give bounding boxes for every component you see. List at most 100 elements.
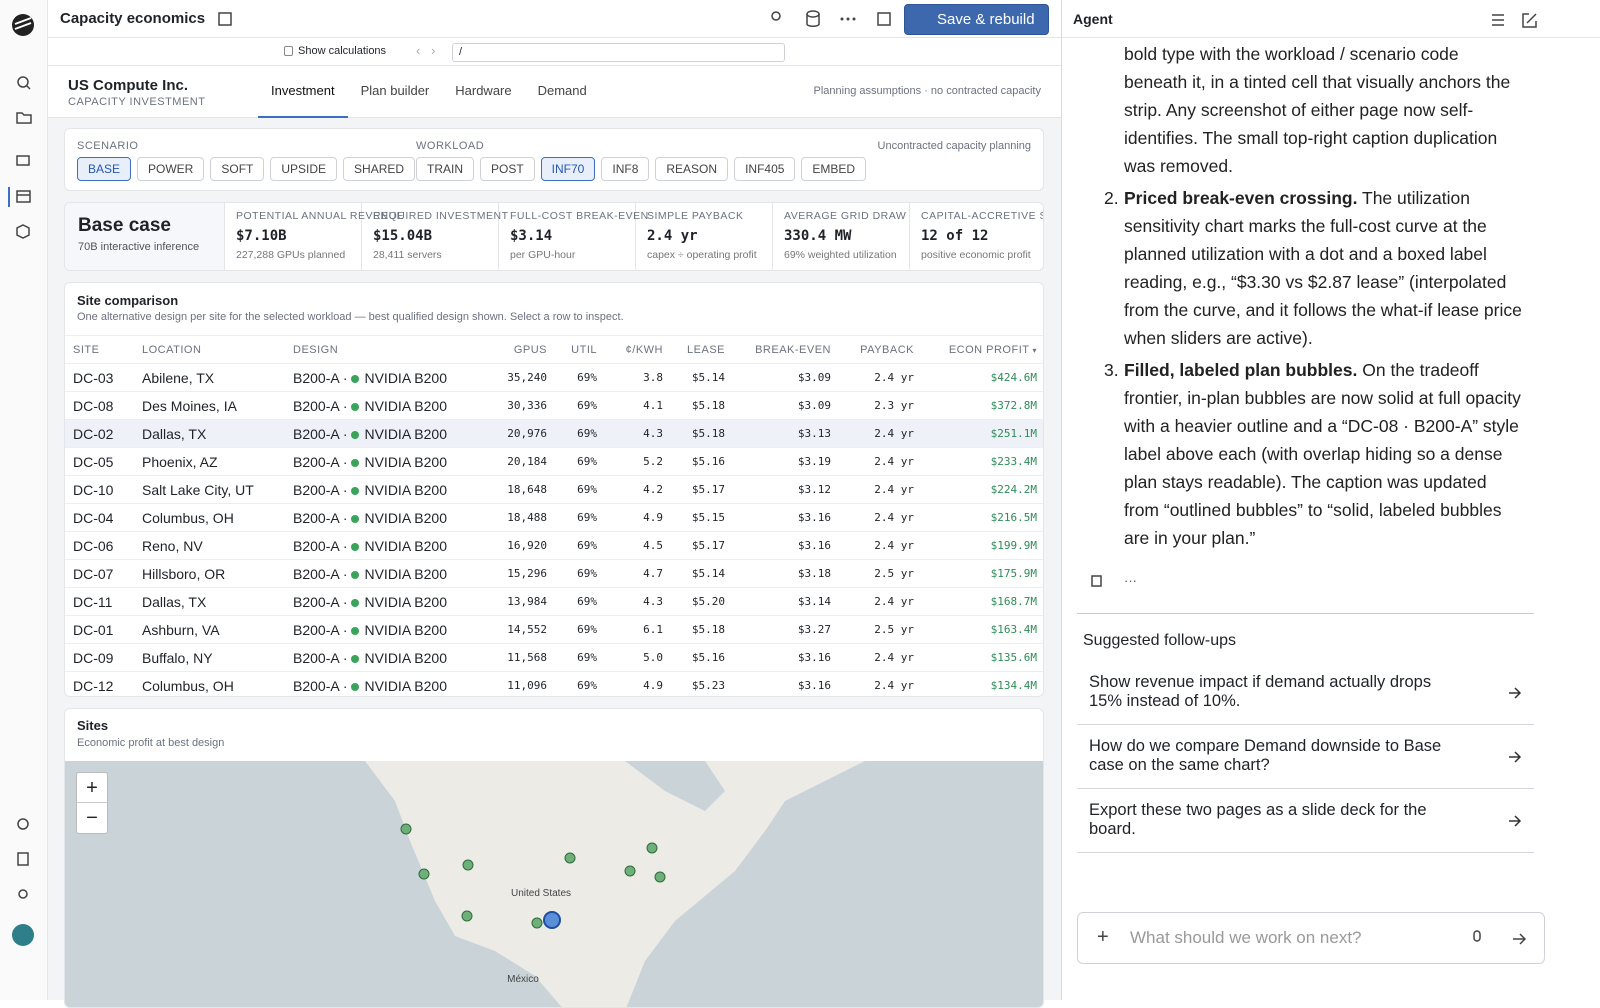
save-rebuild-button[interactable]: Save & rebuild <box>904 4 1049 35</box>
scenario-label: SCENARIO <box>77 140 139 152</box>
search-icon[interactable] <box>17 76 29 88</box>
sort-caret[interactable]: ▾ <box>1032 345 1037 355</box>
cell: 2.4 yr <box>839 531 922 560</box>
tab[interactable]: Plan builder <box>360 83 430 98</box>
cell: 2.4 yr <box>839 587 922 616</box>
followup[interactable]: Export these two pages as a slide deck f… <box>1077 789 1534 853</box>
gpu-model: NVIDIA B200 <box>364 565 447 582</box>
location: Phoenix, AZ <box>134 447 285 476</box>
column-header: SITE <box>65 335 134 364</box>
kpi-value: $3.14 <box>510 228 553 244</box>
item-number: 2. <box>1104 188 1119 208</box>
cell: 11,568 <box>498 643 555 672</box>
map[interactable]: United States México <box>65 761 1044 1008</box>
design-code: B200-A · <box>293 369 348 386</box>
site-bubble[interactable] <box>462 859 474 871</box>
site: DC-12 <box>65 671 134 696</box>
theme-icon[interactable] <box>18 889 28 899</box>
zoom-in[interactable]: + <box>77 773 107 803</box>
map-subtitle: Economic profit at best design <box>77 737 225 749</box>
scenario-option[interactable]: POWER <box>137 157 205 181</box>
folder-icon[interactable] <box>16 112 32 124</box>
box-icon[interactable] <box>16 224 30 239</box>
cell: 3.8 <box>605 363 671 392</box>
site-bubble[interactable] <box>531 917 543 929</box>
site-row[interactable]: DC-04 Columbus, OH B200-A · NVIDIA B200 18,4… <box>65 503 1043 532</box>
cell: 6.1 <box>605 615 671 644</box>
scenario-option[interactable]: BASE <box>77 157 132 181</box>
workload-option[interactable]: INF8 <box>601 157 650 181</box>
design-code: B200-A · <box>293 509 348 526</box>
kpi: REQUIRED INVESTMENT $15.04B 28,411 servers <box>362 203 508 270</box>
site-bubble[interactable] <box>400 823 412 835</box>
site-row[interactable]: DC-08 Des Moines, IA B200-A · NVIDIA B200 30… <box>65 391 1043 420</box>
gpu-model: NVIDIA B200 <box>364 593 447 610</box>
site-row[interactable]: DC-11 Dallas, TX B200-A · NVIDIA B200 13,984… <box>65 587 1043 616</box>
site-row[interactable]: DC-03 Abilene, TX B200-A · NVIDIA B200 35,24… <box>65 363 1043 392</box>
followup[interactable]: Show revenue impact if demand actually d… <box>1077 661 1534 725</box>
site-bubble[interactable] <box>418 868 430 880</box>
location: Columbus, OH <box>134 503 285 532</box>
tab[interactable]: Hardware <box>455 83 512 98</box>
divider[interactable] <box>1061 0 1062 1000</box>
settings-icon[interactable] <box>17 818 29 830</box>
monitor-icon[interactable] <box>16 155 30 166</box>
site-bubble[interactable] <box>624 865 636 877</box>
workload-option[interactable]: REASON <box>655 157 729 181</box>
site-bubble[interactable] <box>564 852 576 864</box>
cell: 35,240 <box>498 363 555 392</box>
calc-icon[interactable] <box>17 852 29 866</box>
workload-option[interactable]: EMBED <box>801 157 867 181</box>
checkbox[interactable] <box>284 46 293 56</box>
more-icon[interactable] <box>840 17 856 21</box>
people-icon[interactable] <box>771 11 781 21</box>
workload-option[interactable]: POST <box>480 157 535 181</box>
chat-input[interactable]: + What should we work on next? <box>1077 912 1545 964</box>
site-row[interactable]: DC-05 Phoenix, AZ B200-A · NVIDIA B200 20,18… <box>65 447 1043 476</box>
site-row[interactable]: DC-12 Columbus, OH B200-A · NVIDIA B200 11,0… <box>65 671 1043 696</box>
site-row[interactable]: DC-09 Buffalo, NY B200-A · NVIDIA B200 11,56… <box>65 643 1043 672</box>
scenario-option[interactable]: SOFT <box>210 157 265 181</box>
scenario-option[interactable]: UPSIDE <box>270 157 338 181</box>
site-bubble[interactable] <box>654 871 666 883</box>
add-icon[interactable]: + <box>1097 926 1109 948</box>
cell: $3.09 <box>733 363 839 392</box>
location: Salt Lake City, UT <box>134 475 285 504</box>
tab[interactable]: Demand <box>537 83 587 98</box>
column-header: UTIL <box>555 335 605 364</box>
tab[interactable]: Investment <box>258 66 348 118</box>
cell: 69% <box>555 475 605 504</box>
site-row[interactable]: DC-07 Hillsboro, OR B200-A · NVIDIA B200 15,… <box>65 559 1043 588</box>
site-row[interactable]: DC-01 Ashburn, VA B200-A · NVIDIA B200 14,55… <box>65 615 1043 644</box>
mic-icon[interactable] <box>1473 930 1481 942</box>
new-chat-icon[interactable] <box>1522 13 1537 28</box>
panel-toggle[interactable] <box>218 12 232 26</box>
cell: 4.7 <box>605 559 671 588</box>
site-row[interactable]: DC-02 Dallas, TX B200-A · NVIDIA B200 20,976… <box>65 419 1043 448</box>
workload-label: WORKLOAD <box>416 140 485 152</box>
table-icon[interactable] <box>16 190 31 203</box>
path-input[interactable]: / <box>452 43 785 62</box>
site-bubble[interactable] <box>646 842 658 854</box>
site-bubble[interactable] <box>461 910 473 922</box>
send-icon[interactable] <box>1513 933 1527 945</box>
zoom-out[interactable]: − <box>86 807 98 829</box>
split-icon[interactable] <box>877 12 891 26</box>
site-row[interactable]: DC-06 Reno, NV B200-A · NVIDIA B200 16,920 69… <box>65 531 1043 560</box>
scenario-option[interactable]: SHARED <box>343 157 416 181</box>
copy-icon[interactable] <box>1091 575 1102 587</box>
workload-option[interactable]: TRAIN <box>416 157 474 181</box>
menu-icon[interactable] <box>1492 14 1504 26</box>
agent-title: Agent <box>1073 11 1113 27</box>
selected-bubble[interactable] <box>543 911 561 929</box>
workload-option[interactable]: INF405 <box>734 157 796 181</box>
kpi-value: 12 of 12 <box>921 228 989 244</box>
more-actions[interactable]: ··· <box>1124 573 1137 588</box>
nav-arrows[interactable]: ‹ › <box>416 43 436 58</box>
db-icon[interactable] <box>806 10 820 18</box>
followup[interactable]: How do we compare Demand downside to Bas… <box>1077 725 1534 789</box>
show-calculations[interactable]: Show calculations <box>298 45 387 57</box>
site-row[interactable]: DC-10 Salt Lake City, UT B200-A · NVIDIA B2… <box>65 475 1043 504</box>
workload-option[interactable]: INF70 <box>540 157 596 181</box>
avatar[interactable] <box>12 924 34 946</box>
